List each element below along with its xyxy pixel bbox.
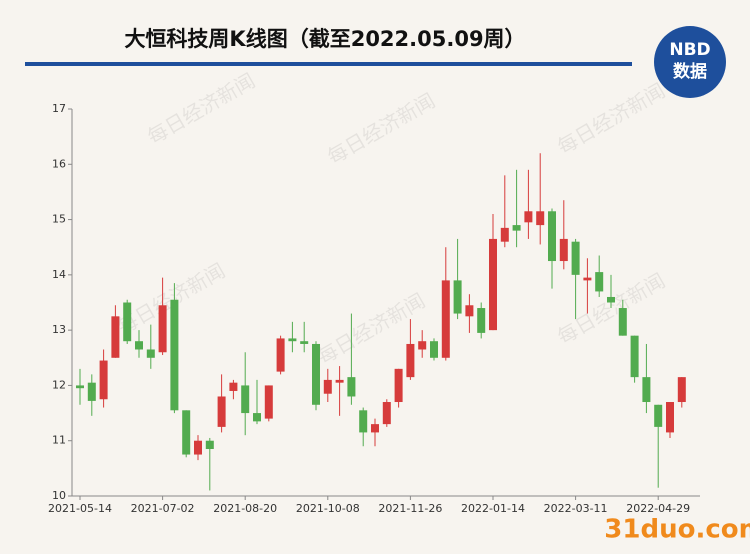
- candle-body: [418, 341, 427, 350]
- x-tick-label: 2021-07-02: [131, 502, 195, 515]
- y-tick-label: 14: [52, 268, 66, 281]
- x-tick-label: 2021-05-14: [48, 502, 112, 515]
- x-tick-label: 2022-01-14: [461, 502, 525, 515]
- candle-body: [465, 305, 474, 317]
- candle-body: [135, 341, 143, 350]
- x-tick-label: 2022-04-29: [626, 502, 690, 515]
- candle-body: [618, 308, 627, 336]
- candle-body: [394, 368, 403, 403]
- candle-body: [264, 385, 273, 419]
- candle-body: [170, 299, 179, 411]
- candle-body: [347, 377, 356, 397]
- candle-body: [194, 440, 202, 455]
- candle-body: [477, 308, 486, 333]
- y-tick-label: 11: [52, 434, 66, 447]
- watermark: 每日经济新闻: [323, 88, 439, 169]
- x-tick-label: 2021-10-08: [296, 502, 360, 515]
- watermark: 每日经济新闻: [143, 68, 259, 149]
- candle-body: [430, 341, 438, 358]
- candle-body: [666, 402, 674, 433]
- logo-text: 数据: [673, 61, 707, 82]
- candle-body: [76, 385, 84, 389]
- candle-body: [654, 404, 663, 427]
- candle-body: [335, 379, 344, 383]
- candle-body: [288, 338, 297, 342]
- candle-body: [359, 410, 368, 433]
- logo-badge: [654, 26, 726, 98]
- candle-body: [500, 227, 509, 242]
- candle-body: [441, 280, 450, 358]
- candle-body: [571, 241, 580, 275]
- candle-body: [99, 360, 108, 400]
- candle-body: [607, 296, 615, 303]
- candle-body: [524, 211, 533, 223]
- y-tick-label: 12: [52, 378, 66, 391]
- candle-body: [276, 338, 285, 372]
- candle-body: [382, 402, 391, 425]
- candle-body: [453, 280, 462, 314]
- y-tick-label: 17: [52, 102, 66, 115]
- candle-body: [182, 410, 191, 455]
- candle-body: [253, 413, 261, 422]
- candle-body: [559, 238, 568, 262]
- candle-body: [111, 316, 120, 358]
- candle-body: [217, 396, 226, 427]
- x-tick-label: 2022-03-11: [544, 502, 608, 515]
- candle-body: [371, 424, 379, 433]
- y-tick-label: 10: [52, 489, 66, 502]
- watermark: 每日经济新闻: [553, 78, 669, 159]
- site-watermark: 31duo.com: [604, 515, 750, 545]
- candle-body: [489, 238, 497, 331]
- candle-body: [406, 343, 415, 378]
- candle-body: [536, 211, 545, 226]
- candle-body: [241, 385, 250, 414]
- x-tick-label: 2021-11-26: [378, 502, 442, 515]
- chart-title: 大恒科技周K线图（截至2022.05.09周）: [124, 27, 525, 51]
- x-tick-label: 2021-08-20: [213, 502, 277, 515]
- candle-body: [512, 225, 521, 231]
- candle-body: [158, 305, 167, 353]
- candle-body: [677, 377, 686, 403]
- candle-body: [312, 343, 320, 405]
- y-tick-label: 16: [52, 157, 66, 170]
- candle-body: [595, 272, 604, 292]
- candle-body: [642, 377, 651, 403]
- y-tick-label: 13: [52, 323, 66, 336]
- candle-body: [229, 382, 238, 391]
- candle-body: [123, 302, 132, 342]
- candle-body: [87, 382, 96, 401]
- candle-body: [146, 349, 155, 358]
- y-tick-label: 15: [52, 213, 66, 226]
- candle-body: [205, 440, 214, 450]
- candle-body: [583, 277, 592, 281]
- logo-text: NBD: [669, 40, 710, 60]
- candle-body: [630, 335, 639, 378]
- candle-body: [323, 379, 332, 394]
- title-underline: [25, 62, 632, 66]
- candle-body: [548, 211, 556, 262]
- candle-body: [300, 341, 309, 344]
